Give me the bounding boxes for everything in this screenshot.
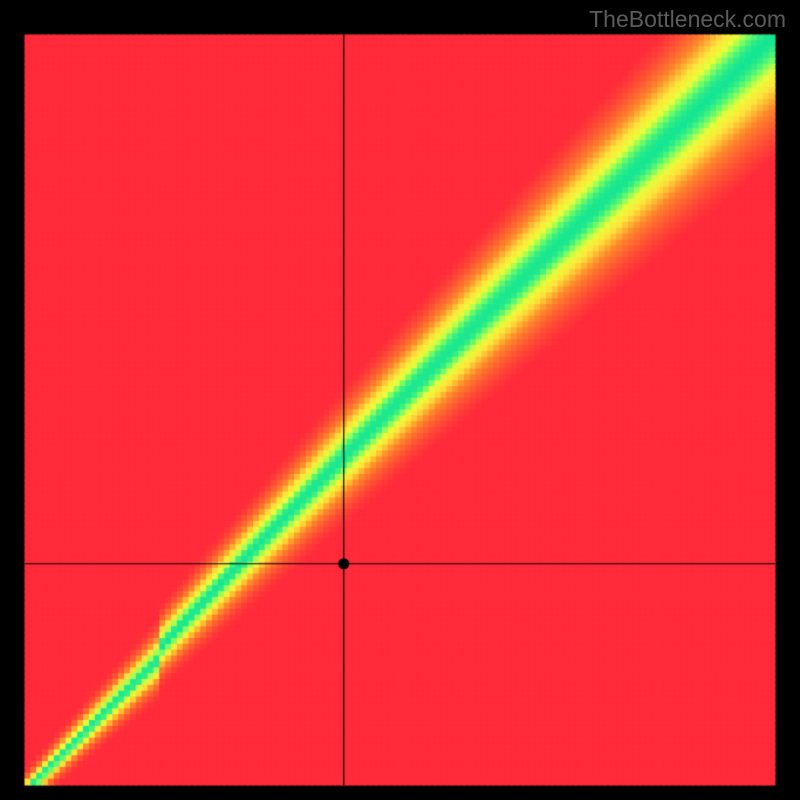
bottleneck-heatmap <box>0 0 800 800</box>
chart-container: TheBottleneck.com <box>0 0 800 800</box>
attribution-text: TheBottleneck.com <box>589 6 786 33</box>
